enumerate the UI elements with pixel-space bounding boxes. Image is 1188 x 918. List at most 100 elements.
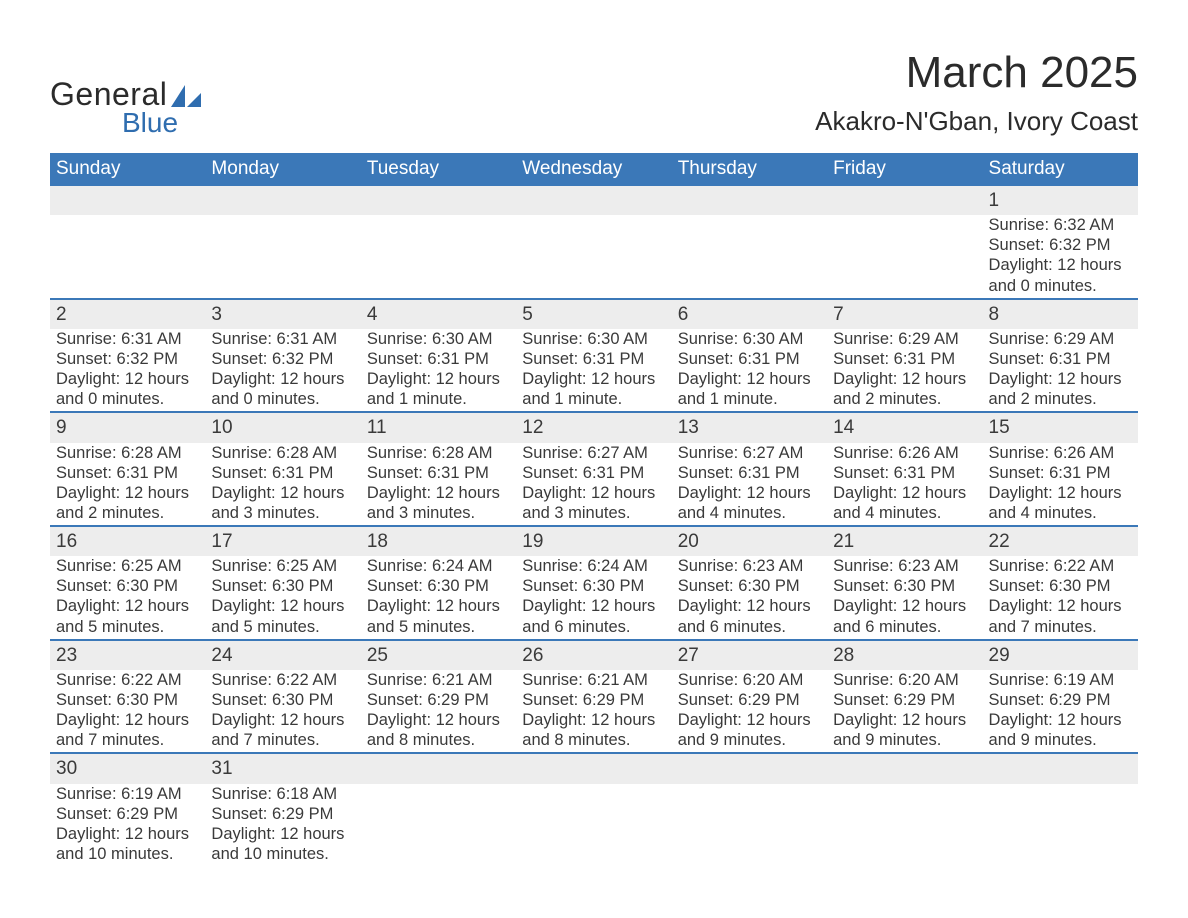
day-number-cell: 7 bbox=[827, 299, 982, 329]
weekday-header-row: Sunday Monday Tuesday Wednesday Thursday… bbox=[50, 153, 1138, 186]
daylight-text: and 7 minutes. bbox=[56, 730, 199, 750]
day-detail-cell: Sunrise: 6:28 AMSunset: 6:31 PMDaylight:… bbox=[205, 443, 360, 527]
daylight-text: and 10 minutes. bbox=[211, 844, 354, 864]
daylight-text: and 1 minute. bbox=[678, 389, 821, 409]
daylight-text: and 7 minutes. bbox=[211, 730, 354, 750]
day-number-cell: 26 bbox=[516, 640, 671, 670]
day-detail-cell: Sunrise: 6:25 AMSunset: 6:30 PMDaylight:… bbox=[50, 556, 205, 640]
day-number-cell: 14 bbox=[827, 412, 982, 442]
daylight-text: and 4 minutes. bbox=[678, 503, 821, 523]
day-detail-cell bbox=[672, 215, 827, 299]
daylight-text: Daylight: 12 hours bbox=[367, 710, 510, 730]
day-number-cell: 29 bbox=[983, 640, 1138, 670]
day-number-cell: 23 bbox=[50, 640, 205, 670]
day-detail-cell bbox=[827, 784, 982, 867]
day-number-cell: 24 bbox=[205, 640, 360, 670]
sunrise-text: Sunrise: 6:25 AM bbox=[56, 556, 199, 576]
sunset-text: Sunset: 6:31 PM bbox=[522, 349, 665, 369]
day-detail-cell: Sunrise: 6:30 AMSunset: 6:31 PMDaylight:… bbox=[516, 329, 671, 413]
daylight-text: and 5 minutes. bbox=[211, 617, 354, 637]
sunset-text: Sunset: 6:31 PM bbox=[833, 463, 976, 483]
day-number-row: 1 bbox=[50, 186, 1138, 215]
day-detail-cell: Sunrise: 6:27 AMSunset: 6:31 PMDaylight:… bbox=[672, 443, 827, 527]
day-detail-cell: Sunrise: 6:20 AMSunset: 6:29 PMDaylight:… bbox=[672, 670, 827, 754]
day-detail-cell: Sunrise: 6:24 AMSunset: 6:30 PMDaylight:… bbox=[516, 556, 671, 640]
daylight-text: and 3 minutes. bbox=[211, 503, 354, 523]
weekday-header: Monday bbox=[205, 153, 360, 186]
day-detail-cell: Sunrise: 6:30 AMSunset: 6:31 PMDaylight:… bbox=[672, 329, 827, 413]
day-number-cell: 15 bbox=[983, 412, 1138, 442]
sunrise-text: Sunrise: 6:21 AM bbox=[367, 670, 510, 690]
sunset-text: Sunset: 6:32 PM bbox=[989, 235, 1132, 255]
day-detail-cell: Sunrise: 6:25 AMSunset: 6:30 PMDaylight:… bbox=[205, 556, 360, 640]
day-number-cell bbox=[205, 186, 360, 215]
sunrise-text: Sunrise: 6:27 AM bbox=[678, 443, 821, 463]
day-number-row: 9101112131415 bbox=[50, 412, 1138, 442]
sunset-text: Sunset: 6:29 PM bbox=[56, 804, 199, 824]
day-number-cell: 5 bbox=[516, 299, 671, 329]
day-detail-cell: Sunrise: 6:27 AMSunset: 6:31 PMDaylight:… bbox=[516, 443, 671, 527]
sunset-text: Sunset: 6:30 PM bbox=[211, 690, 354, 710]
daylight-text: Daylight: 12 hours bbox=[833, 596, 976, 616]
sunrise-text: Sunrise: 6:20 AM bbox=[678, 670, 821, 690]
weekday-header: Friday bbox=[827, 153, 982, 186]
day-detail-cell bbox=[361, 215, 516, 299]
day-detail-cell: Sunrise: 6:18 AMSunset: 6:29 PMDaylight:… bbox=[205, 784, 360, 867]
sunrise-text: Sunrise: 6:31 AM bbox=[56, 329, 199, 349]
sunset-text: Sunset: 6:31 PM bbox=[989, 349, 1132, 369]
daylight-text: Daylight: 12 hours bbox=[56, 483, 199, 503]
sunrise-text: Sunrise: 6:18 AM bbox=[211, 784, 354, 804]
sunset-text: Sunset: 6:29 PM bbox=[367, 690, 510, 710]
day-detail-cell: Sunrise: 6:21 AMSunset: 6:29 PMDaylight:… bbox=[361, 670, 516, 754]
sunrise-text: Sunrise: 6:28 AM bbox=[56, 443, 199, 463]
daylight-text: Daylight: 12 hours bbox=[367, 596, 510, 616]
day-number-cell: 27 bbox=[672, 640, 827, 670]
day-number-cell bbox=[983, 753, 1138, 783]
sunrise-text: Sunrise: 6:19 AM bbox=[56, 784, 199, 804]
sunset-text: Sunset: 6:30 PM bbox=[833, 576, 976, 596]
day-number-cell: 8 bbox=[983, 299, 1138, 329]
daylight-text: and 2 minutes. bbox=[989, 389, 1132, 409]
sunset-text: Sunset: 6:30 PM bbox=[56, 576, 199, 596]
title-block: March 2025 Akakro-N'Gban, Ivory Coast bbox=[815, 48, 1138, 137]
sunset-text: Sunset: 6:31 PM bbox=[833, 349, 976, 369]
day-detail-cell bbox=[516, 784, 671, 867]
day-number-cell: 21 bbox=[827, 526, 982, 556]
daylight-text: and 9 minutes. bbox=[989, 730, 1132, 750]
daylight-text: and 4 minutes. bbox=[989, 503, 1132, 523]
sunrise-text: Sunrise: 6:20 AM bbox=[833, 670, 976, 690]
sunset-text: Sunset: 6:30 PM bbox=[989, 576, 1132, 596]
day-detail-cell bbox=[50, 215, 205, 299]
day-number-cell: 20 bbox=[672, 526, 827, 556]
day-detail-cell: Sunrise: 6:20 AMSunset: 6:29 PMDaylight:… bbox=[827, 670, 982, 754]
sunrise-text: Sunrise: 6:23 AM bbox=[678, 556, 821, 576]
daylight-text: Daylight: 12 hours bbox=[989, 710, 1132, 730]
sunrise-text: Sunrise: 6:25 AM bbox=[211, 556, 354, 576]
day-number-cell bbox=[672, 753, 827, 783]
sunset-text: Sunset: 6:29 PM bbox=[678, 690, 821, 710]
day-detail-cell: Sunrise: 6:26 AMSunset: 6:31 PMDaylight:… bbox=[827, 443, 982, 527]
sunset-text: Sunset: 6:30 PM bbox=[211, 576, 354, 596]
day-detail-cell: Sunrise: 6:22 AMSunset: 6:30 PMDaylight:… bbox=[205, 670, 360, 754]
day-detail-row: Sunrise: 6:22 AMSunset: 6:30 PMDaylight:… bbox=[50, 670, 1138, 754]
day-number-row: 23242526272829 bbox=[50, 640, 1138, 670]
sunrise-text: Sunrise: 6:19 AM bbox=[989, 670, 1132, 690]
daylight-text: and 2 minutes. bbox=[833, 389, 976, 409]
daylight-text: and 3 minutes. bbox=[522, 503, 665, 523]
weekday-header: Sunday bbox=[50, 153, 205, 186]
day-detail-row: Sunrise: 6:32 AMSunset: 6:32 PMDaylight:… bbox=[50, 215, 1138, 299]
day-number-cell: 12 bbox=[516, 412, 671, 442]
daylight-text: Daylight: 12 hours bbox=[989, 483, 1132, 503]
daylight-text: and 6 minutes. bbox=[522, 617, 665, 637]
sunset-text: Sunset: 6:31 PM bbox=[56, 463, 199, 483]
day-detail-cell bbox=[672, 784, 827, 867]
daylight-text: and 5 minutes. bbox=[56, 617, 199, 637]
daylight-text: and 1 minute. bbox=[367, 389, 510, 409]
day-number-cell: 13 bbox=[672, 412, 827, 442]
sunset-text: Sunset: 6:30 PM bbox=[56, 690, 199, 710]
header: General Blue March 2025 Akakro-N'Gban, I… bbox=[50, 48, 1138, 139]
daylight-text: and 8 minutes. bbox=[522, 730, 665, 750]
sunrise-text: Sunrise: 6:30 AM bbox=[522, 329, 665, 349]
sunrise-text: Sunrise: 6:22 AM bbox=[56, 670, 199, 690]
day-detail-cell: Sunrise: 6:22 AMSunset: 6:30 PMDaylight:… bbox=[983, 556, 1138, 640]
